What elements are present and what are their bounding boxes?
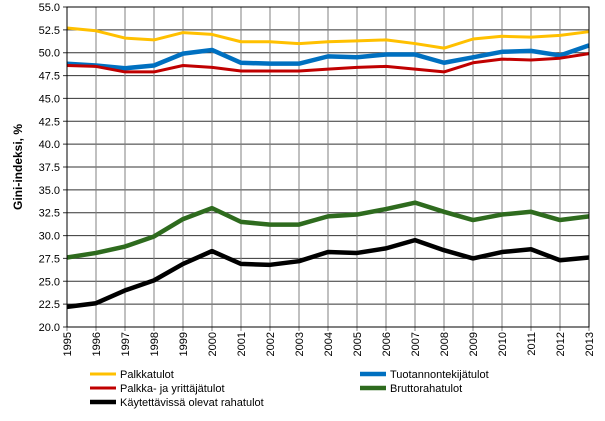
x-tick-label: 2002 — [265, 332, 277, 356]
x-tick-label: 2006 — [381, 332, 393, 356]
y-axis-ticks: 20.0 22.5 25.0 27.5 30.0 32.5 35.0 37.5 40.0 42.5… — [39, 2, 60, 334]
x-tick-label: 1995 — [62, 332, 74, 356]
y-tick-label: 32.5 — [39, 208, 60, 220]
x-tick-label: 1997 — [120, 332, 132, 356]
legend-label: Käytettävissä olevat rahatulot — [120, 397, 264, 409]
x-tick-label: 2010 — [497, 332, 509, 356]
y-tick-label: 55.0 — [39, 2, 60, 14]
legend-label: Bruttorahatulot — [390, 383, 462, 395]
x-tick-label: 2005 — [352, 332, 364, 356]
x-tick-label: 2004 — [323, 332, 335, 356]
grid — [63, 6, 590, 331]
legend-label: Palkkatulot — [120, 369, 174, 381]
x-tick-label: 2007 — [410, 332, 422, 356]
series-line — [66, 43, 590, 71]
y-tick-label: 27.5 — [39, 253, 60, 265]
x-tick-label: 2012 — [555, 332, 567, 356]
x-tick-label: 2001 — [236, 332, 248, 356]
series-line — [66, 52, 590, 74]
y-tick-label: 35.0 — [39, 185, 60, 197]
y-tick-label: 20.0 — [39, 322, 60, 334]
y-tick-label: 52.5 — [39, 25, 60, 37]
y-tick-label: 42.5 — [39, 116, 60, 128]
y-axis-label: Gini-indeksi, % — [11, 124, 25, 210]
y-tick-label: 37.5 — [39, 162, 60, 174]
x-tick-label: 2008 — [439, 332, 451, 356]
x-axis-ticks: 1995 1996 1997 1998 1999 2000 2001 2002 2003 2004… — [62, 332, 596, 356]
y-tick-label: 22.5 — [39, 299, 60, 311]
x-tick-label: 2009 — [468, 332, 480, 356]
series-line — [66, 237, 590, 310]
x-tick-label: 2000 — [207, 332, 219, 356]
y-tick-label: 25.0 — [39, 276, 60, 288]
x-tick-label: 1999 — [178, 332, 190, 356]
y-tick-label: 45.0 — [39, 93, 60, 105]
plot-border — [66, 6, 590, 328]
series-lines — [66, 26, 590, 310]
legend-label: Tuotannontekijätulot — [390, 369, 489, 381]
x-tick-label: 2011 — [526, 332, 538, 356]
y-tick-label: 40.0 — [39, 139, 60, 151]
x-tick-label: 2003 — [294, 332, 306, 356]
y-tick-label: 47.5 — [39, 71, 60, 83]
x-tick-label: 1998 — [149, 332, 161, 356]
legend: Palkkatulot Tuotannontekijätulot Palkka- j… — [90, 369, 489, 409]
legend-label: Palkka- ja yrittäjätulot — [120, 383, 225, 395]
y-tick-label: 30.0 — [39, 231, 60, 243]
series-line — [66, 200, 590, 260]
x-tick-label: 1996 — [91, 332, 103, 356]
y-tick-label: 50.0 — [39, 48, 60, 60]
x-tick-label: 2013 — [584, 332, 596, 356]
series-line — [66, 26, 590, 50]
